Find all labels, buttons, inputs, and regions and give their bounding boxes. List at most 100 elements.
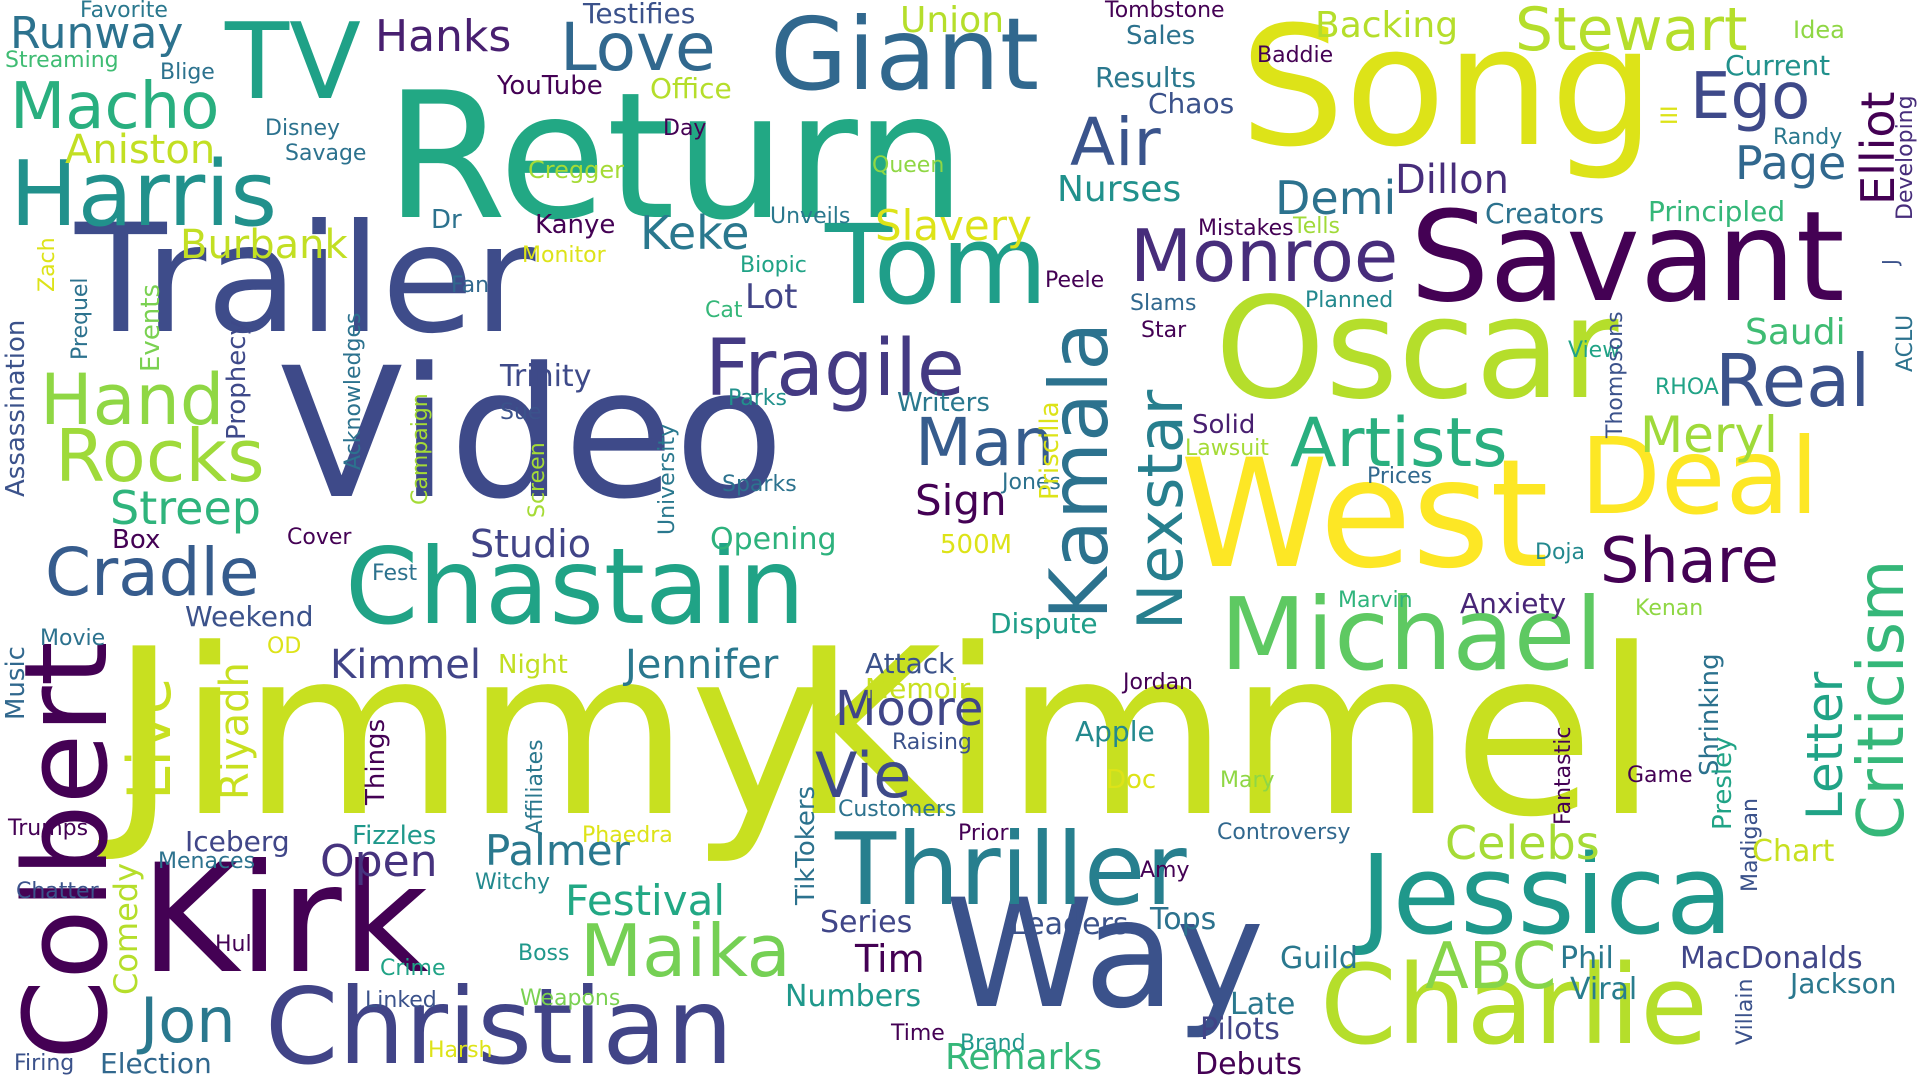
cloud-word: Slams [1130,291,1197,316]
cloud-word: Saudi [1745,312,1846,353]
cloud-word: Maika [580,909,791,993]
cloud-word: Results [1095,61,1197,94]
cloud-word: Planned [1305,288,1394,313]
cloud-word: Zach [35,237,60,292]
cloud-word: Hanks [375,11,512,62]
cloud-word: Prophecy [222,320,252,440]
cloud-word: Air [1070,104,1161,181]
cloud-word: MacDonalds [1680,941,1863,976]
cloud-word: Tim [855,937,925,981]
cloud-word: Memoir [865,672,971,705]
cloud-word: Box [112,525,161,555]
cloud-word: Music [1,646,31,720]
cloud-word: Charlie [1320,941,1708,1069]
cloud-word: Festival [565,876,725,925]
cloud-word: Tops [1150,902,1217,937]
cloud-word: Idea [1793,16,1845,44]
cloud-word: Sue [500,400,542,425]
cloud-word: Iceberg [185,825,290,858]
cloud-word: Palmer [485,826,630,875]
cloud-word: Jordan [1123,670,1193,695]
cloud-word: Nurses [1057,169,1182,210]
cloud-word: Chaos [1148,87,1235,120]
cloud-word: University [655,424,680,535]
cloud-word: Peele [1045,268,1105,293]
cloud-word: Fragile [705,324,965,414]
cloud-word: Monitor [522,243,606,268]
cloud-word: Burbank [180,222,348,268]
cloud-word: Mary [1220,768,1275,793]
cloud-word: Firing [14,1051,75,1076]
cloud-word: Kenan [1635,596,1704,621]
cloud-word: Jimmy [110,601,826,868]
cloud-word: Queen [872,153,945,178]
cloud-word: Demi [1275,171,1397,225]
cloud-word: Writers [897,388,990,418]
cloud-word: Deal [1580,416,1819,538]
cloud-word: Lawsuit [1185,436,1269,461]
cloud-word: Remarks [945,1037,1103,1078]
cloud-word: Solid [1192,410,1256,440]
cloud-word: Doc [1106,765,1157,795]
cloud-word: Prior [958,821,1009,846]
cloud-word: Kimmel [330,642,481,688]
cloud-word: ABC [1425,930,1557,1004]
cloud-word: Meryl [1640,406,1778,464]
cloud-word: Late [1230,987,1296,1022]
cloud-word: Election [100,1047,212,1080]
cloud-word: Cregger [528,156,624,184]
cloud-word: Creators [1485,197,1605,230]
cloud-word: Vie [815,739,912,812]
cloud-word: Streaming [5,48,119,73]
cloud-word: Thompsons [1603,311,1628,438]
cloud-word: Hand [40,359,225,441]
cloud-word: Comedy [107,862,145,995]
cloud-word: Developing [1893,95,1918,220]
cloud-word: Day [663,116,707,141]
cloud-word: Jessica [1360,831,1734,959]
cloud-word: Savage [285,141,367,166]
cloud-word: Christian [265,966,734,1080]
cloud-word: Open [320,836,438,887]
cloud-word: Campaign [408,393,433,505]
cloud-word: Guild [1280,941,1358,976]
cloud-word: Baddie [1257,43,1334,68]
cloud-word: Letter [1796,671,1854,820]
cloud-word: Controversy [1217,820,1351,845]
cloud-word: Sparks [722,472,797,497]
cloud-word: Love [560,9,716,86]
cloud-word: Menaces [158,849,256,874]
cloud-word: Oscar [1215,268,1619,431]
cloud-word: Video [280,330,785,539]
cloud-word: Streep [110,481,261,535]
cloud-word: Office [650,72,732,105]
cloud-word: Return [385,56,966,259]
cloud-word: Live [115,677,185,800]
cloud-word: Attack [865,647,955,680]
cloud-word: III [1658,105,1683,125]
cloud-word: RHOA [1655,375,1719,400]
cloud-word: Kirk [140,833,429,1007]
cloud-word: Testifies [583,0,696,30]
cloud-word: Dispute [990,607,1098,640]
cloud-word: Monroe [1130,214,1399,298]
cloud-word: Runway [10,8,184,59]
cloud-word: Hulu [215,932,266,957]
cloud-word: Unveils [770,204,851,229]
cloud-word: Jennifer [625,642,779,688]
cloud-word: Sales [1126,21,1196,51]
cloud-word: TV [225,1,361,123]
cloud-word: Amy [1140,858,1190,883]
cloud-word: Harsh [428,1038,493,1063]
cloud-word: Time [891,1021,945,1046]
cloud-word: Ego [1690,60,1811,134]
cloud-word: Anxiety [1460,587,1567,620]
cloud-word: Criticism [1845,559,1919,840]
cloud-word: Dr [431,205,462,235]
cloud-word: Phil [1560,941,1614,976]
cloud-word: Priscilla [1035,401,1065,500]
cloud-word: Trumps [8,816,89,841]
cloud-word: Jackson [1790,967,1897,1000]
cloud-word: Pilots [1200,1012,1280,1047]
